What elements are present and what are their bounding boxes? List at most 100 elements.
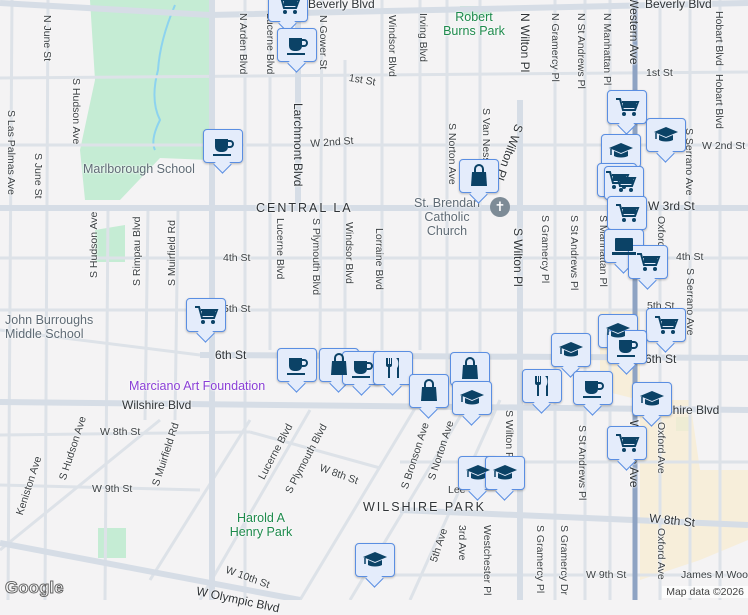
fork-knife-marker[interactable] [373,351,413,385]
map-attribution[interactable]: Map data ©2026 [662,586,748,598]
cart-marker[interactable] [604,166,644,200]
cart-icon [195,306,219,324]
street-label: S June St [32,153,44,199]
shopping-bag-icon [462,357,478,379]
graduation-cap-icon [460,390,484,405]
shopping-bag-icon [421,379,437,401]
street-label: 1st St [646,67,673,79]
street-label: N Wilton Pl [518,13,532,73]
street-label: Lucerne Blvd [264,13,276,75]
street-label: 4th St [223,252,251,264]
graduation-cap-marker[interactable] [355,543,395,577]
cart-marker[interactable] [628,245,668,279]
street-label: Beverly Blvd [308,0,375,11]
area-label-central-la: CENTRAL LA [256,201,353,215]
fork-knife-icon [535,376,548,396]
cart-marker[interactable] [268,0,308,22]
cart-marker[interactable] [186,298,226,332]
graduation-cap-marker[interactable] [646,118,686,152]
place-harold-henry-park[interactable]: Harold A Henry Park [229,511,293,539]
street-label: N Gower St [317,15,329,70]
laptop-icon [612,238,636,255]
fork-knife-marker[interactable] [522,369,562,403]
cart-icon [280,0,301,14]
cart-marker[interactable] [646,308,686,342]
place-st-brendan-church[interactable]: St. Brendan Catholic Church [413,196,480,238]
street-label: W 8th St [100,426,141,438]
street-label: Windsor Blvd [386,15,398,77]
street-label: Hobart Blvd [713,74,725,129]
cart-marker[interactable] [607,90,647,124]
place-marciano-art-foundation[interactable]: Marciano Art Foundation [129,379,266,393]
graduation-cap-marker[interactable] [632,382,672,416]
graduation-cap-icon [559,342,583,357]
street-label: Hobart Blvd [713,11,725,66]
graduation-cap-icon [654,127,678,142]
coffee-icon [287,358,308,375]
cart-marker[interactable] [607,196,647,230]
shopping-bag-marker[interactable] [409,374,449,408]
cart-icon [616,434,640,452]
street-label: 5th St [223,303,251,315]
street-label: 6th St [645,352,677,366]
street-label: Oxford Ave [655,422,667,474]
street-label: N Arden Blvd [237,13,249,75]
graduation-cap-icon [606,323,630,338]
street-label: Oxford Ave [655,528,667,580]
street-label: N June St [41,15,53,62]
coffee-marker[interactable] [573,371,613,405]
street-label: W 9th St [92,483,133,495]
street-label: 4th St [676,251,704,263]
shopping-bag-icon [471,164,487,186]
street-label: S Muirfield Rd [166,220,178,286]
street-label: S Wilton Pl [511,228,525,287]
street-label: S Hudson Ave [70,78,82,145]
graduation-cap-icon [640,391,664,406]
shopping-bag-icon [331,353,347,375]
cart-icon [616,204,640,222]
graduation-cap-marker[interactable] [452,381,492,415]
graduation-cap-marker[interactable] [551,333,591,367]
coffee-icon [583,381,604,398]
street-label: Lucerne Blvd [274,218,286,280]
street-label: S St Andrews Pl [576,425,588,501]
coffee-icon [287,38,308,55]
graduation-cap-icon [609,143,633,158]
coffee-icon [352,361,373,378]
graduation-cap-icon [493,465,517,480]
coffee-icon [617,340,638,357]
coffee-marker[interactable] [607,330,647,364]
street-label: W 2nd St [702,140,746,152]
street-label: Westchester Pl [481,525,493,596]
coffee-marker[interactable] [277,348,317,382]
cart-icon [655,316,679,334]
street-label: Wilshire Blvd [122,398,192,412]
cart-icon [616,98,640,116]
street-label: S Hudson Ave [88,211,100,278]
area-label-wilshire-park: WILSHIRE PARK [363,500,487,514]
street-label: Lorraine Blvd [373,228,385,290]
place-john-burroughs-school[interactable]: John Burroughs Middle School [5,313,94,341]
church-icon: ✝ [490,197,510,217]
coffee-marker[interactable] [203,129,243,163]
street-label: Irving Blvd [417,13,429,63]
coffee-icon [213,139,234,156]
street-label: S Norton Ave [446,123,458,185]
street-label: James M Woo [681,569,748,581]
cart-icon [637,253,661,271]
graduation-cap-marker[interactable] [485,456,525,490]
shopping-bag-marker[interactable] [459,159,499,193]
street-label: N Manhattan Pl [601,13,613,86]
coffee-marker[interactable] [277,28,317,62]
street-label: W 9th St [586,569,627,581]
cart-icon [613,174,637,192]
street-label: S Gramercy Pl [539,215,551,284]
place-robert-burns-park[interactable]: Robert Burns Park [443,10,505,38]
street-label: Beverly Blvd [645,0,712,11]
google-logo[interactable]: Google [5,578,65,598]
cart-marker[interactable] [607,426,647,460]
street-label: S Gramercy Pl [534,525,546,594]
street-label: S Plymouth Blvd [310,218,322,296]
street-label: N St Andrews Pl [575,13,587,89]
place-marlborough-school[interactable]: Marlborough School [83,162,195,176]
